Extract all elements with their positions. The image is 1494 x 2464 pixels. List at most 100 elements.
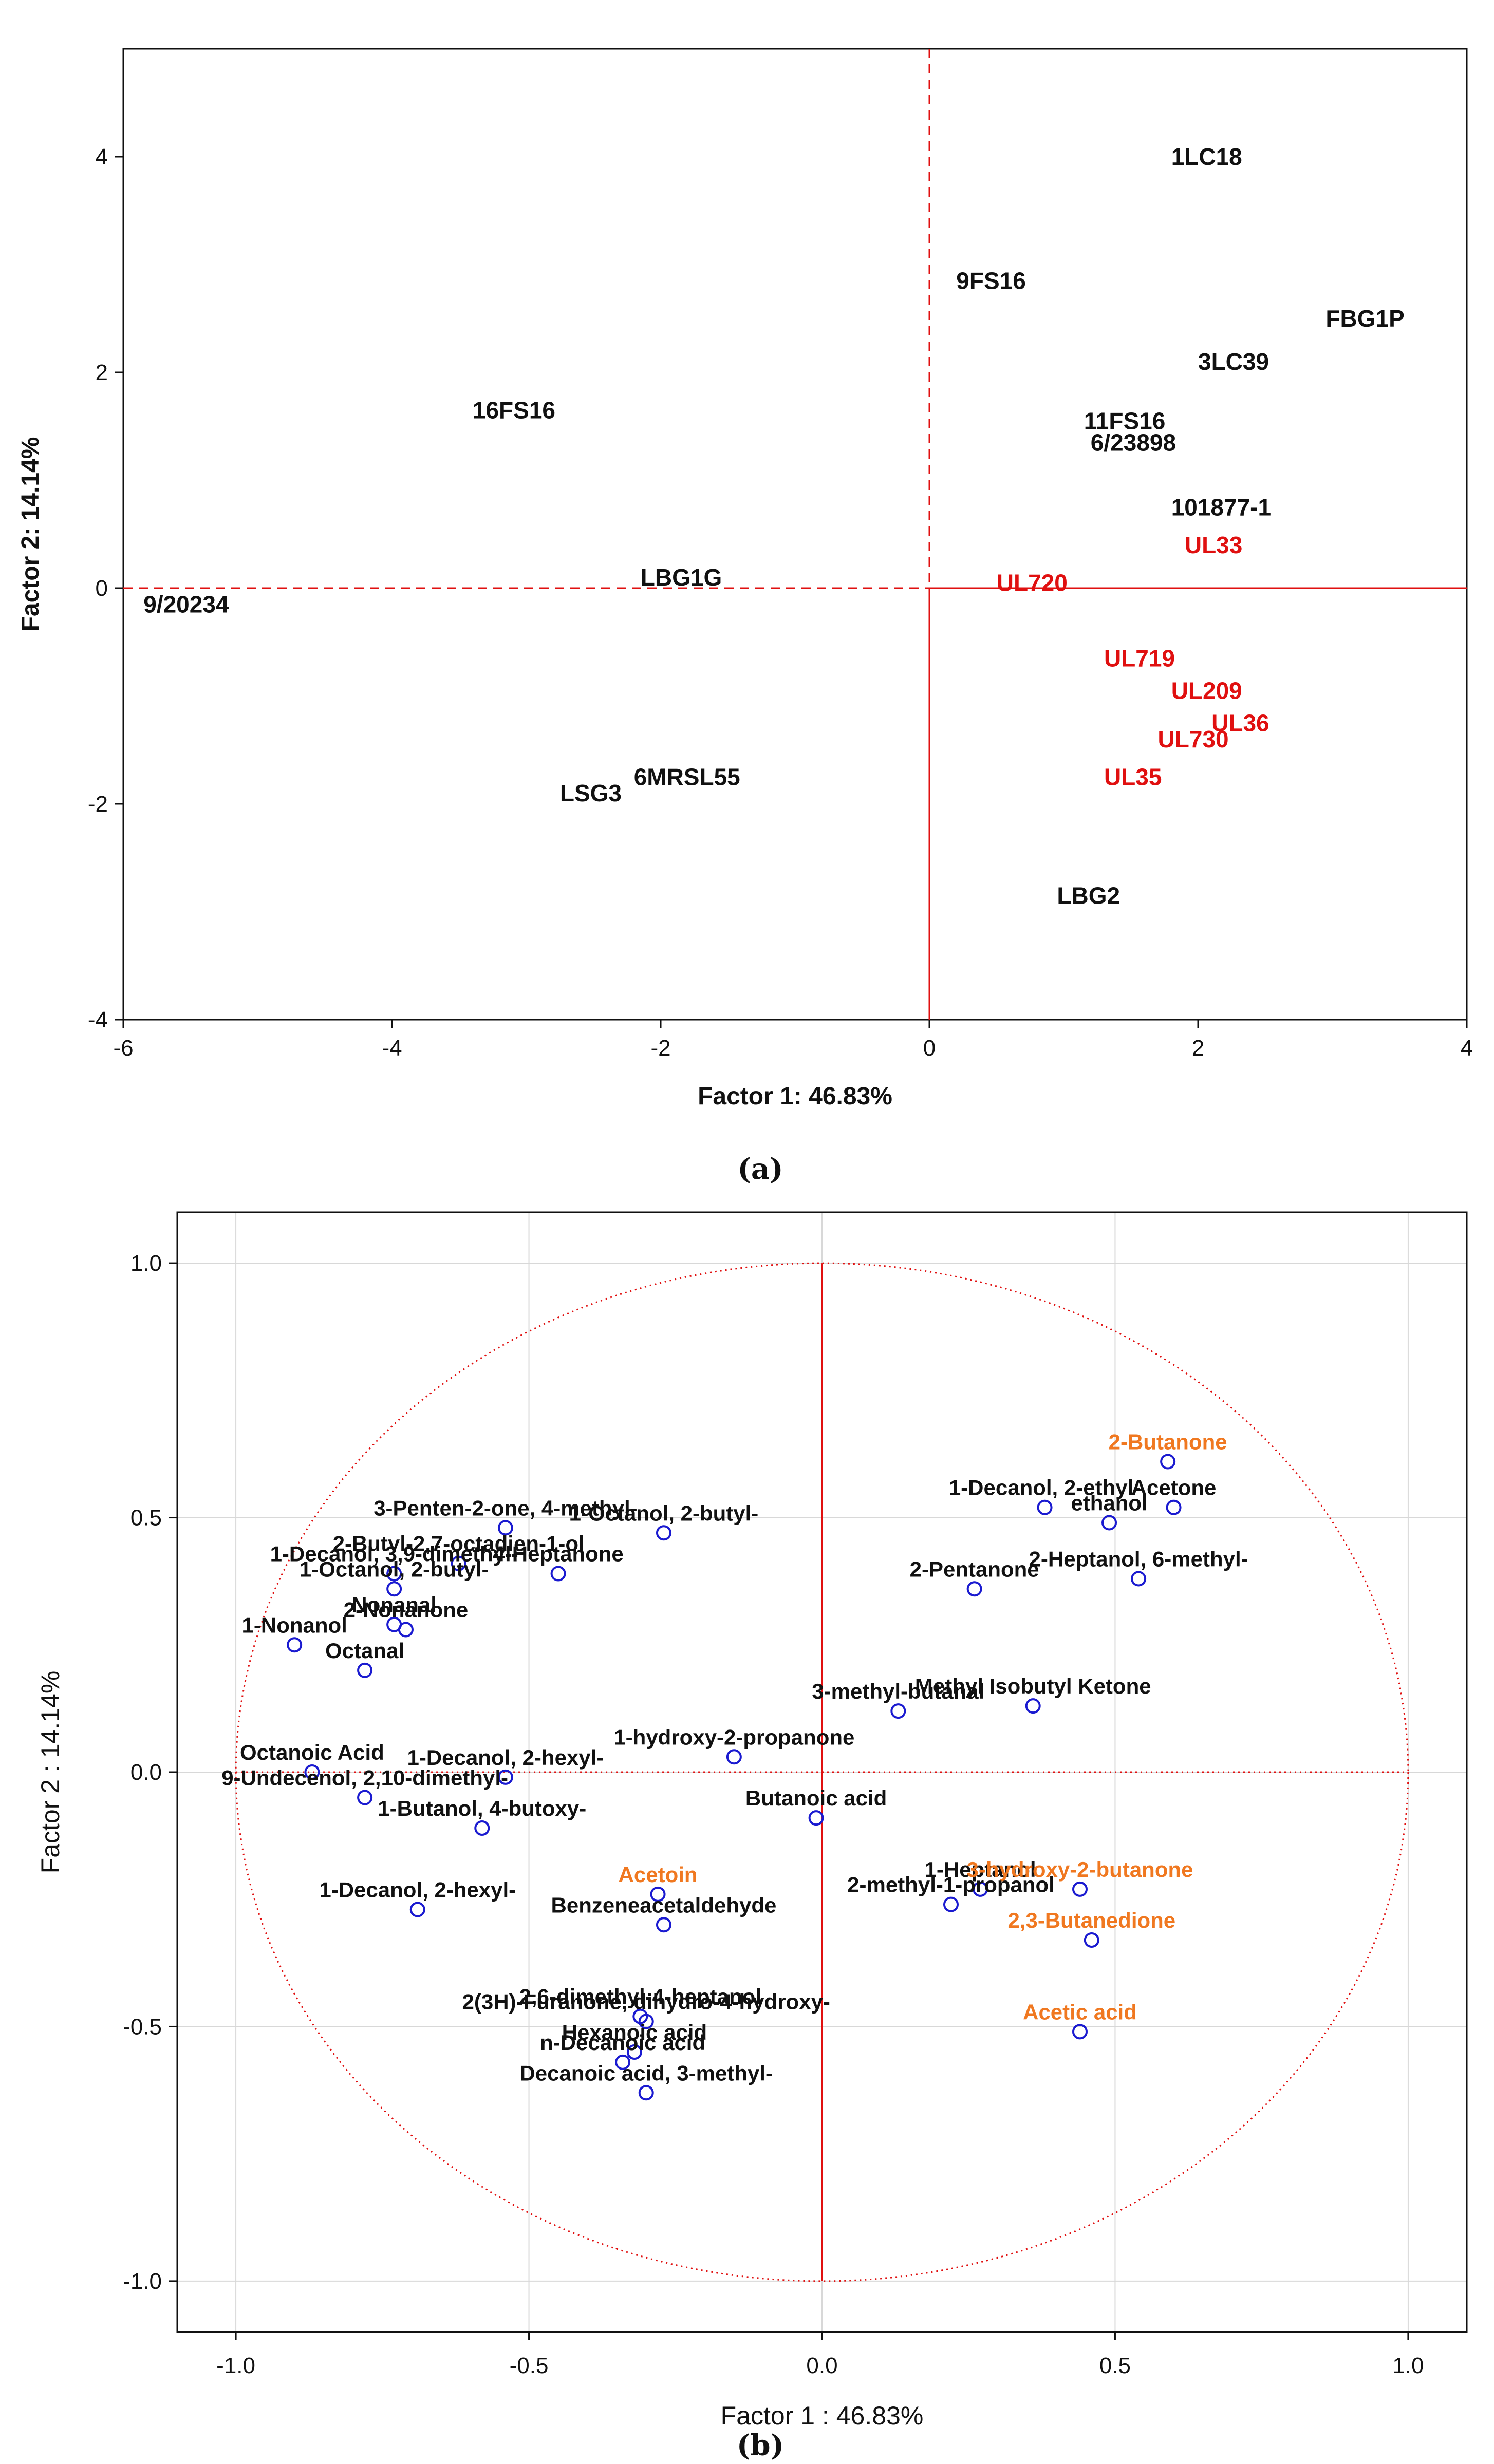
loading-marker [626, 2044, 642, 2060]
loading-marker [638, 2085, 654, 2101]
y-tick-label: -1.0 [123, 2269, 162, 2294]
y-axis-label: Factor 2 : 14.14% [36, 1671, 65, 1874]
score-point-label: 9/20234 [143, 591, 229, 618]
loading-label: Benzeneacetaldehyde [551, 1893, 777, 1917]
loading-plot: -1.0 -0.5 0.0 0.5 1.0 -1.0 -0.5 0.0 0.5 1.0 Factor… [36, 1211, 1468, 2462]
y-tick-label: 2 [96, 360, 108, 385]
loading-label: 2,6-dimethyl-4-heptanol [519, 1985, 761, 2009]
score-point-label: UL35 [1104, 764, 1162, 791]
loading-marker [474, 1820, 490, 1836]
score-point-label: LBG2 [1057, 882, 1120, 909]
loading-label: Decanoic acid, 3-methyl- [519, 2061, 773, 2085]
score-point-label: 11FS16 [1084, 408, 1166, 435]
panel-label-b: (b) [737, 2429, 784, 2462]
x-tick-label: 2 [1192, 1036, 1204, 1061]
loading-label: 2-Pentanone [910, 1557, 1039, 1581]
loading-marker [726, 1749, 742, 1765]
score-point-label: UL720 [997, 570, 1068, 596]
x-axis-label: Factor 1 : 46.83% [721, 2401, 924, 2430]
x-tick-label: -0.5 [510, 2353, 549, 2378]
loading-label: Butanoic acid [745, 1786, 887, 1810]
loading-label: 1-Nonanol [242, 1613, 347, 1637]
y-tick-label: 0 [96, 576, 108, 601]
loading-label: 1-Decanol, 2-hexyl- [407, 1745, 604, 1770]
score-point-label: LSG3 [560, 780, 622, 806]
loading-marker [1131, 1571, 1147, 1587]
loading-marker [1025, 1698, 1041, 1714]
loading-marker [1101, 1515, 1117, 1531]
loading-marker [638, 2014, 654, 2029]
loading-label: Acetone [1131, 1476, 1217, 1500]
y-tick-label: 4 [96, 144, 108, 170]
loading-label: 1-Decanol, 2-hexyl- [319, 1878, 516, 1902]
x-tick-label: 0 [923, 1036, 936, 1061]
loading-label: Methyl Isobutyl Ketone [915, 1674, 1151, 1698]
loading-marker [386, 1566, 402, 1582]
loading-marker [650, 1886, 666, 1902]
loading-marker [497, 1520, 513, 1536]
loading-marker [386, 1581, 402, 1597]
loading-label: 2-Butyl-2,7-octadien-1-ol [333, 1532, 585, 1556]
loading-label: 2-Butanone [1109, 1430, 1227, 1454]
loading-marker [550, 1566, 566, 1582]
loading-marker [1072, 1881, 1088, 1897]
score-point-label: UL33 [1185, 532, 1242, 558]
score-point-label: 16FS16 [473, 397, 555, 424]
loading-label: 2(3H)-Furanone, dihydro-4-hydroxy- [462, 1990, 830, 2014]
loading-label: 1-Heptanol [925, 1857, 1036, 1882]
loading-marker [304, 1764, 320, 1780]
loading-label: Hexanoic acid [562, 2020, 707, 2044]
y-tick-label: 1.0 [130, 1251, 162, 1276]
loading-label: 2-Nonanone [344, 1598, 469, 1622]
loading-label: 1-Octanol, 2-butyl- [300, 1557, 489, 1581]
score-point-label: 1LC18 [1171, 143, 1242, 170]
loading-marker [357, 1662, 373, 1678]
x-tick-label: 0.5 [1099, 2353, 1131, 2378]
y-tick-label: -4 [88, 1007, 108, 1032]
loading-marker [656, 1525, 671, 1541]
loading-marker [287, 1637, 303, 1653]
score-point-label: 3LC39 [1198, 348, 1269, 375]
loading-marker [1037, 1499, 1053, 1515]
plot-frame [122, 48, 1468, 1021]
score-point-label: 101877-1 [1171, 494, 1271, 521]
y-tick-label: -2 [88, 792, 108, 817]
loading-label: Acetic acid [1023, 2000, 1137, 2024]
loading-label: Nonanal [351, 1593, 437, 1617]
loading-label: 3-methyl-butanal [812, 1679, 984, 1703]
score-point-label: LBG1G [641, 564, 722, 591]
loading-label: 4-Heptanone [493, 1542, 623, 1566]
score-point-label: 9FS16 [956, 268, 1026, 294]
loading-label: 2-Heptanol, 6-methyl- [1029, 1547, 1248, 1571]
loading-label: 9-Undecenol, 2,10-dimethyl- [221, 1766, 508, 1790]
score-point-label: UL730 [1158, 726, 1229, 753]
loading-label: 1-hydroxy-2-propanone [613, 1725, 854, 1749]
loading-marker [451, 1555, 466, 1571]
loading-label: 1-Decanol, 2-ethyl- [949, 1476, 1141, 1500]
panel-label-a: (a) [737, 1152, 783, 1186]
loading-marker [398, 1622, 414, 1638]
loading-marker [966, 1581, 982, 1597]
loading-marker [1160, 1454, 1176, 1470]
loading-label: Octanal [325, 1639, 404, 1663]
score-point-label: UL719 [1104, 645, 1175, 672]
x-axis-label: Factor 1: 46.83% [698, 1083, 892, 1110]
loading-label: Octanoic Acid [240, 1740, 384, 1764]
loading-marker [1166, 1499, 1182, 1515]
loading-marker [615, 2054, 631, 2070]
score-point-label: UL36 [1211, 710, 1269, 737]
loading-label: 1-Octanol, 2-butyl- [569, 1501, 759, 1525]
score-point-label: 6/23898 [1091, 429, 1176, 456]
loading-label: 3-hydroxy-2-butanone [966, 1857, 1193, 1882]
y-axis-label: Factor 2: 14.14% [17, 437, 44, 632]
loading-marker [1084, 1932, 1099, 1948]
loading-label: n-Decanoic acid [540, 2030, 705, 2055]
score-point-label: FBG1P [1325, 305, 1404, 332]
loading-label: 1-Butanol, 4-butoxy- [378, 1796, 586, 1820]
loading-marker [357, 1790, 373, 1805]
y-tick-label: 0.5 [130, 1506, 162, 1531]
loading-marker [890, 1703, 906, 1719]
loading-marker [656, 1917, 671, 1933]
score-point-label: 6MRSL55 [634, 764, 740, 791]
